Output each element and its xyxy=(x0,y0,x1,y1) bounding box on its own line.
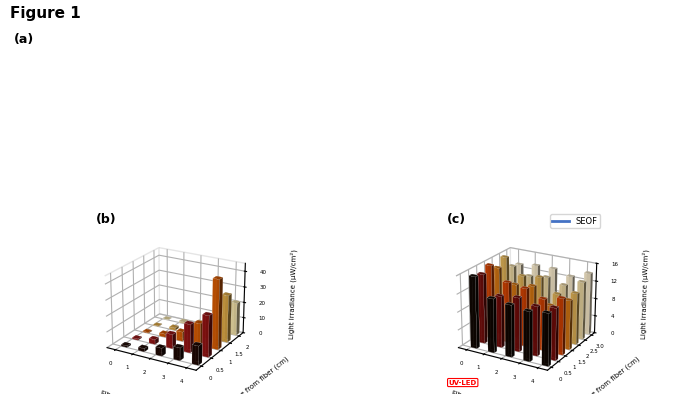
Legend: SEOF: SEOF xyxy=(550,214,600,228)
Text: (a): (a) xyxy=(14,33,34,46)
Text: Figure 1: Figure 1 xyxy=(10,6,81,21)
X-axis label: Fiber length (cm): Fiber length (cm) xyxy=(100,390,160,394)
Text: UV-LED: UV-LED xyxy=(449,379,477,386)
Y-axis label: Distance from fiber (cm): Distance from fiber (cm) xyxy=(570,355,641,394)
X-axis label: Fiber length (cm): Fiber length (cm) xyxy=(452,390,511,394)
Text: (c): (c) xyxy=(447,213,466,226)
Text: (b): (b) xyxy=(96,213,116,226)
Y-axis label: Distance from fiber (cm): Distance from fiber (cm) xyxy=(219,355,290,394)
